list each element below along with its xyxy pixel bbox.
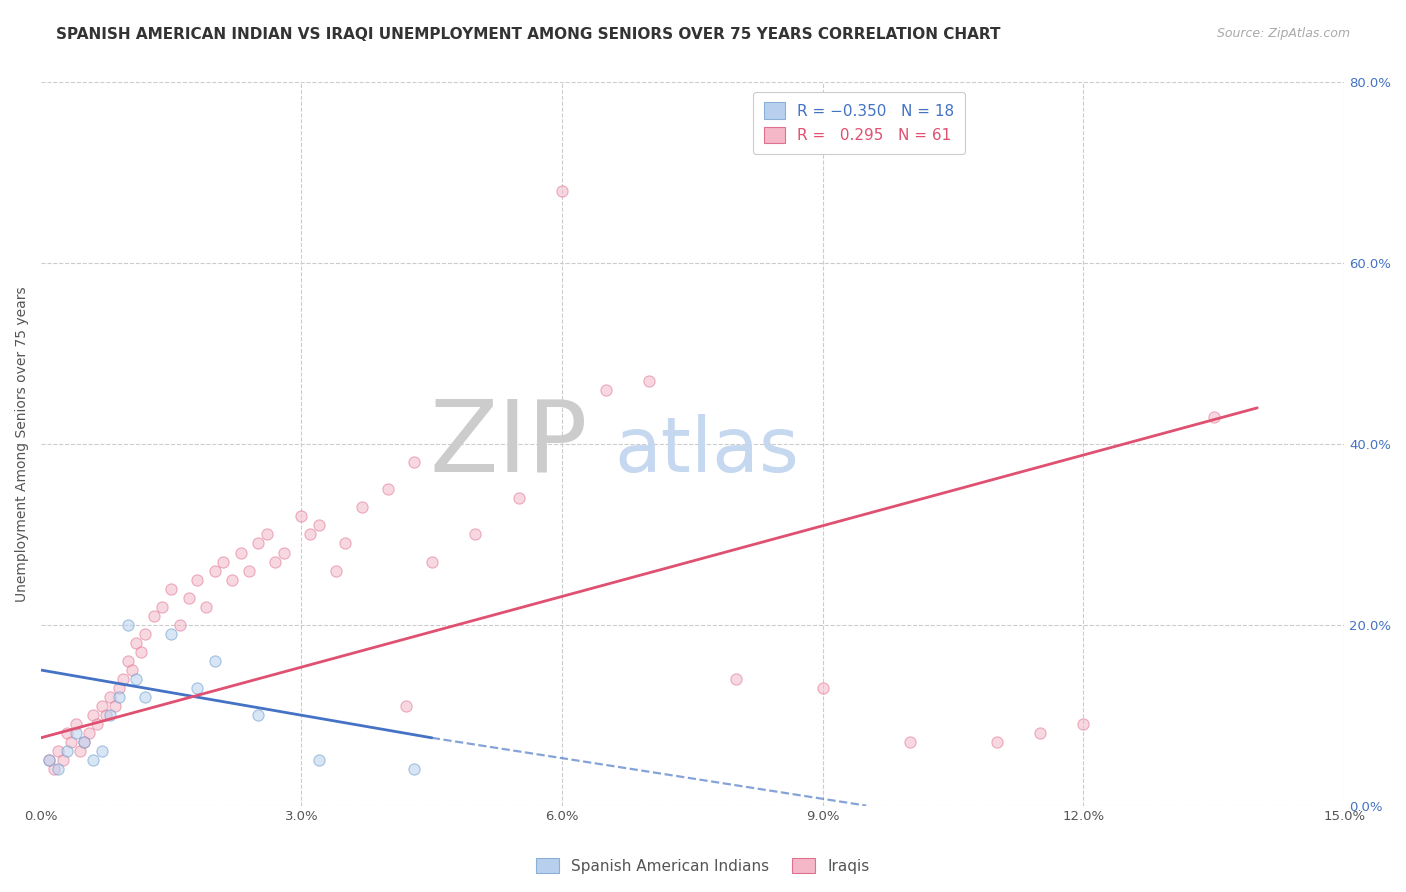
Point [56, 744, 79, 758]
Point [420, 555, 443, 569]
Point [160, 582, 183, 596]
Text: SPANISH AMERICAN INDIAN VS IRAQI UNEMPLOYMENT AMONG SENIORS OVER 75 YEARS CORREL: SPANISH AMERICAN INDIAN VS IRAQI UNEMPLO… [56, 27, 1001, 42]
Point [90, 699, 112, 714]
Point [404, 455, 426, 469]
Point [1029, 726, 1052, 740]
Point [238, 564, 260, 578]
Point [186, 573, 208, 587]
Point [290, 509, 312, 524]
Point [94, 708, 117, 723]
Point [221, 573, 243, 587]
Point [404, 763, 426, 777]
Point [65, 726, 87, 740]
Point [108, 681, 131, 695]
Point [129, 645, 152, 659]
Point [125, 672, 148, 686]
Point [256, 527, 278, 541]
Point [1202, 409, 1225, 424]
Point [395, 699, 418, 714]
Point [108, 690, 131, 705]
Point [898, 735, 921, 749]
Point [352, 500, 374, 515]
Point [98, 708, 121, 723]
Point [377, 482, 399, 496]
Point [308, 518, 330, 533]
Point [104, 699, 127, 714]
Point [117, 617, 139, 632]
Text: ZIP: ZIP [430, 395, 588, 492]
Point [194, 599, 217, 614]
Point [152, 599, 174, 614]
Point [1073, 717, 1095, 731]
Point [56, 726, 79, 740]
Point [186, 681, 208, 695]
Point [229, 545, 252, 559]
Point [121, 663, 143, 677]
Point [724, 672, 747, 686]
Point [142, 608, 165, 623]
Point [264, 555, 287, 569]
Point [98, 690, 121, 705]
Point [46, 744, 69, 758]
Point [308, 753, 330, 767]
Point [38, 753, 60, 767]
Point [811, 681, 834, 695]
Point [204, 564, 226, 578]
Point [273, 545, 295, 559]
Point [134, 627, 156, 641]
Point [212, 555, 235, 569]
Point [333, 536, 356, 550]
Point [69, 744, 91, 758]
Point [299, 527, 322, 541]
Point [82, 708, 104, 723]
Text: atlas: atlas [614, 414, 799, 488]
Point [160, 627, 183, 641]
Point [73, 735, 96, 749]
Point [112, 672, 135, 686]
Legend: R = −0.350   N = 18, R =   0.295   N = 61: R = −0.350 N = 18, R = 0.295 N = 61 [754, 92, 965, 153]
Point [247, 536, 270, 550]
Point [134, 690, 156, 705]
Point [90, 744, 112, 758]
Point [638, 374, 661, 388]
Point [464, 527, 486, 541]
Point [117, 654, 139, 668]
Point [125, 636, 148, 650]
Point [177, 591, 200, 605]
Y-axis label: Unemployment Among Seniors over 75 years: Unemployment Among Seniors over 75 years [15, 286, 30, 602]
Point [51, 753, 73, 767]
Point [60, 735, 83, 749]
Point [77, 726, 100, 740]
Legend: Spanish American Indians, Iraqis: Spanish American Indians, Iraqis [530, 852, 876, 880]
Point [508, 491, 530, 506]
Point [551, 184, 574, 198]
Point [247, 708, 270, 723]
Point [46, 763, 69, 777]
Point [42, 763, 65, 777]
Point [65, 717, 87, 731]
Point [204, 654, 226, 668]
Point [86, 717, 108, 731]
Text: Source: ZipAtlas.com: Source: ZipAtlas.com [1216, 27, 1350, 40]
Point [73, 735, 96, 749]
Point [986, 735, 1008, 749]
Point [595, 383, 617, 397]
Point [325, 564, 347, 578]
Point [82, 753, 104, 767]
Point [169, 617, 191, 632]
Point [38, 753, 60, 767]
